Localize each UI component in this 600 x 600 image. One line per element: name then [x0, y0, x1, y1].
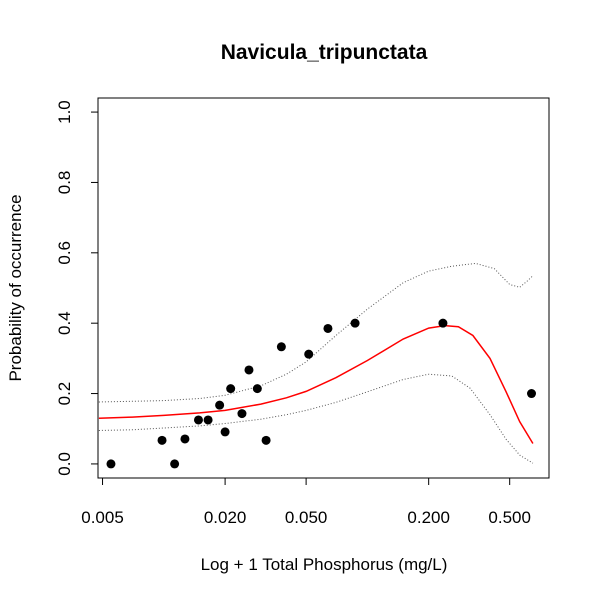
data-point: [170, 459, 180, 469]
data-point: [244, 365, 254, 375]
data-point: [237, 409, 247, 419]
data-point: [252, 384, 262, 394]
y-tick-label: 0.0: [55, 452, 74, 476]
data-point: [203, 415, 213, 425]
x-tick-label: 0.200: [407, 508, 450, 527]
fit-curve: [98, 324, 534, 444]
y-axis-label: Probability of occurrence: [6, 194, 25, 381]
y-tick-label: 0.4: [55, 311, 74, 335]
data-point: [193, 415, 203, 425]
x-axis: 0.005 0.020 0.050 0.200 0.500: [81, 477, 531, 527]
data-point: [220, 427, 230, 437]
data-point: [106, 459, 116, 469]
data-point: [157, 435, 167, 445]
confidence-band: [98, 262, 534, 464]
data-point: [527, 389, 537, 399]
y-tick-label: 0.2: [55, 382, 74, 406]
data-point: [276, 342, 286, 352]
y-tick-label: 0.8: [55, 171, 74, 195]
data-point: [261, 435, 271, 445]
chart-title: Navicula_tripunctata: [221, 41, 428, 64]
data-point: [323, 323, 333, 333]
y-tick-label: 1.0: [55, 100, 74, 124]
data-point: [215, 400, 225, 410]
data-points: [106, 318, 537, 469]
fit-line: [98, 324, 534, 444]
y-axis: 0.0 0.2 0.4 0.6 0.8 1.0: [55, 100, 99, 476]
x-axis-label: Log + 1 Total Phosphorus (mg/L): [201, 555, 448, 574]
data-point: [304, 349, 314, 359]
data-point: [180, 434, 190, 444]
x-tick-label: 0.050: [285, 508, 328, 527]
data-point: [350, 318, 360, 328]
data-point: [438, 318, 448, 328]
x-tick-label: 0.500: [488, 508, 531, 527]
x-tick-label: 0.020: [204, 508, 247, 527]
y-tick-label: 0.6: [55, 241, 74, 265]
data-point: [226, 384, 236, 394]
x-tick-label: 0.005: [81, 508, 124, 527]
plot-frame: [97, 97, 550, 479]
